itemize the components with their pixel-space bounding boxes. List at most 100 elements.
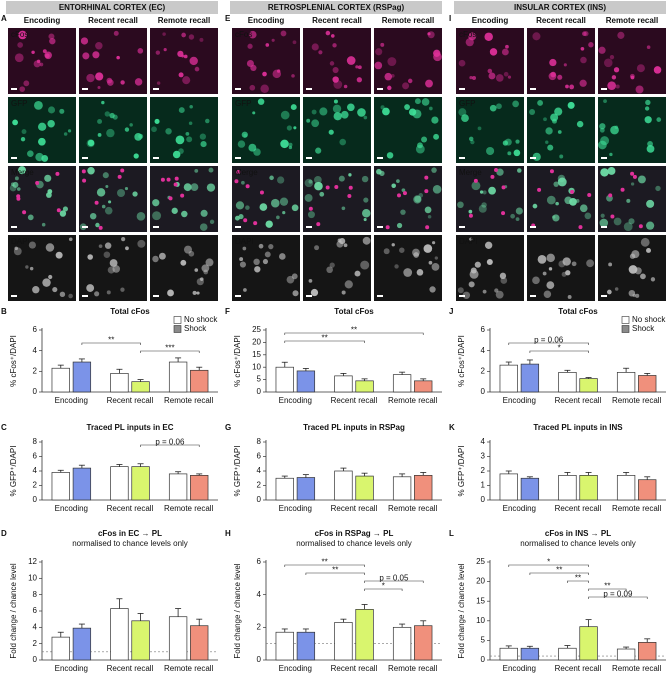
bar bbox=[414, 380, 433, 393]
cell bbox=[199, 223, 208, 231]
significance-label: * bbox=[382, 582, 385, 591]
cell bbox=[417, 142, 423, 149]
y-tick-label: 4 bbox=[481, 346, 486, 355]
cell bbox=[412, 248, 420, 257]
cell bbox=[382, 107, 390, 116]
x-tick-label: Recent recall bbox=[331, 504, 378, 513]
bar bbox=[72, 627, 92, 661]
y-tick-label: 8 bbox=[33, 437, 38, 446]
cell bbox=[292, 290, 299, 297]
cell bbox=[178, 72, 184, 78]
x-tick-label: Encoding bbox=[279, 664, 312, 673]
chart-letter: J bbox=[449, 307, 453, 316]
cell bbox=[152, 211, 162, 221]
cell bbox=[19, 86, 26, 93]
scale-bar bbox=[459, 157, 465, 159]
chart-letter: G bbox=[225, 423, 231, 432]
cell bbox=[576, 120, 584, 128]
legend-label: No shock bbox=[632, 315, 666, 324]
cell bbox=[178, 107, 185, 114]
row-label: Merge bbox=[459, 168, 482, 177]
y-tick-label: 6 bbox=[33, 606, 38, 615]
cell bbox=[469, 237, 473, 241]
bar bbox=[168, 473, 188, 501]
cell bbox=[478, 204, 487, 213]
cell bbox=[308, 179, 313, 184]
row-label: cFos bbox=[459, 30, 476, 39]
cell bbox=[379, 170, 385, 176]
scale-bar bbox=[306, 88, 312, 90]
cell bbox=[333, 99, 338, 104]
cell bbox=[339, 238, 346, 245]
cell bbox=[429, 286, 436, 293]
cell bbox=[162, 32, 166, 36]
y-tick-label: 0 bbox=[257, 495, 262, 504]
cell bbox=[617, 31, 625, 39]
bar bbox=[334, 375, 353, 393]
y-tick-label: 6 bbox=[481, 325, 486, 334]
scale-bar bbox=[601, 157, 607, 159]
cell bbox=[288, 142, 293, 147]
cell bbox=[429, 106, 433, 111]
scale-bar bbox=[153, 88, 159, 90]
cell bbox=[194, 268, 199, 272]
y-tick-label: 6 bbox=[33, 452, 38, 461]
cell bbox=[97, 133, 102, 137]
cell bbox=[237, 140, 246, 148]
cell bbox=[243, 133, 248, 138]
cell bbox=[41, 155, 49, 162]
cell bbox=[154, 118, 160, 124]
cell bbox=[55, 251, 63, 259]
cell bbox=[461, 114, 469, 122]
y-axis-label: % cFos⁺/DAPI bbox=[233, 335, 242, 387]
bar bbox=[579, 626, 598, 661]
cell bbox=[48, 33, 55, 40]
cell bbox=[587, 192, 592, 197]
cell bbox=[570, 189, 575, 194]
cell bbox=[513, 149, 521, 157]
bar bbox=[110, 373, 129, 393]
bar bbox=[414, 475, 433, 501]
cell bbox=[201, 264, 210, 273]
scale-bar bbox=[82, 88, 88, 90]
cell bbox=[160, 177, 165, 182]
y-tick-label: 10 bbox=[476, 616, 485, 625]
cell bbox=[209, 219, 215, 225]
cell bbox=[270, 198, 280, 208]
cell bbox=[468, 136, 474, 142]
significance-bracket bbox=[588, 596, 648, 599]
cell bbox=[262, 258, 269, 265]
cell bbox=[272, 69, 282, 79]
panel-header: INSULAR CORTEX (INS) bbox=[514, 3, 606, 12]
micrograph bbox=[232, 166, 300, 232]
significance-bracket bbox=[529, 572, 589, 575]
scale-bar bbox=[235, 88, 241, 90]
row-label: DAPI bbox=[11, 237, 30, 246]
cell bbox=[59, 210, 67, 217]
chart-letter: B bbox=[1, 307, 7, 316]
micrograph bbox=[8, 28, 76, 94]
cell bbox=[133, 153, 139, 159]
cell bbox=[208, 167, 214, 173]
cell bbox=[235, 201, 245, 210]
cell bbox=[363, 218, 367, 222]
cell bbox=[319, 107, 328, 116]
x-tick-label: Encoding bbox=[279, 504, 312, 513]
cell bbox=[279, 197, 289, 206]
y-tick-label: 6 bbox=[257, 557, 262, 566]
cell bbox=[408, 108, 417, 116]
cell bbox=[607, 81, 617, 91]
x-tick-label: Remote recall bbox=[164, 664, 214, 673]
cell bbox=[387, 57, 397, 67]
cell bbox=[253, 258, 260, 266]
cell bbox=[477, 126, 482, 131]
cell bbox=[628, 218, 635, 225]
row-label: DAPI bbox=[459, 237, 478, 246]
column-label: Recent recall bbox=[88, 16, 138, 25]
row-label: GFP bbox=[459, 99, 475, 108]
cell bbox=[116, 188, 126, 198]
scale-bar bbox=[459, 295, 465, 297]
cell bbox=[537, 187, 542, 192]
cell bbox=[550, 71, 556, 78]
